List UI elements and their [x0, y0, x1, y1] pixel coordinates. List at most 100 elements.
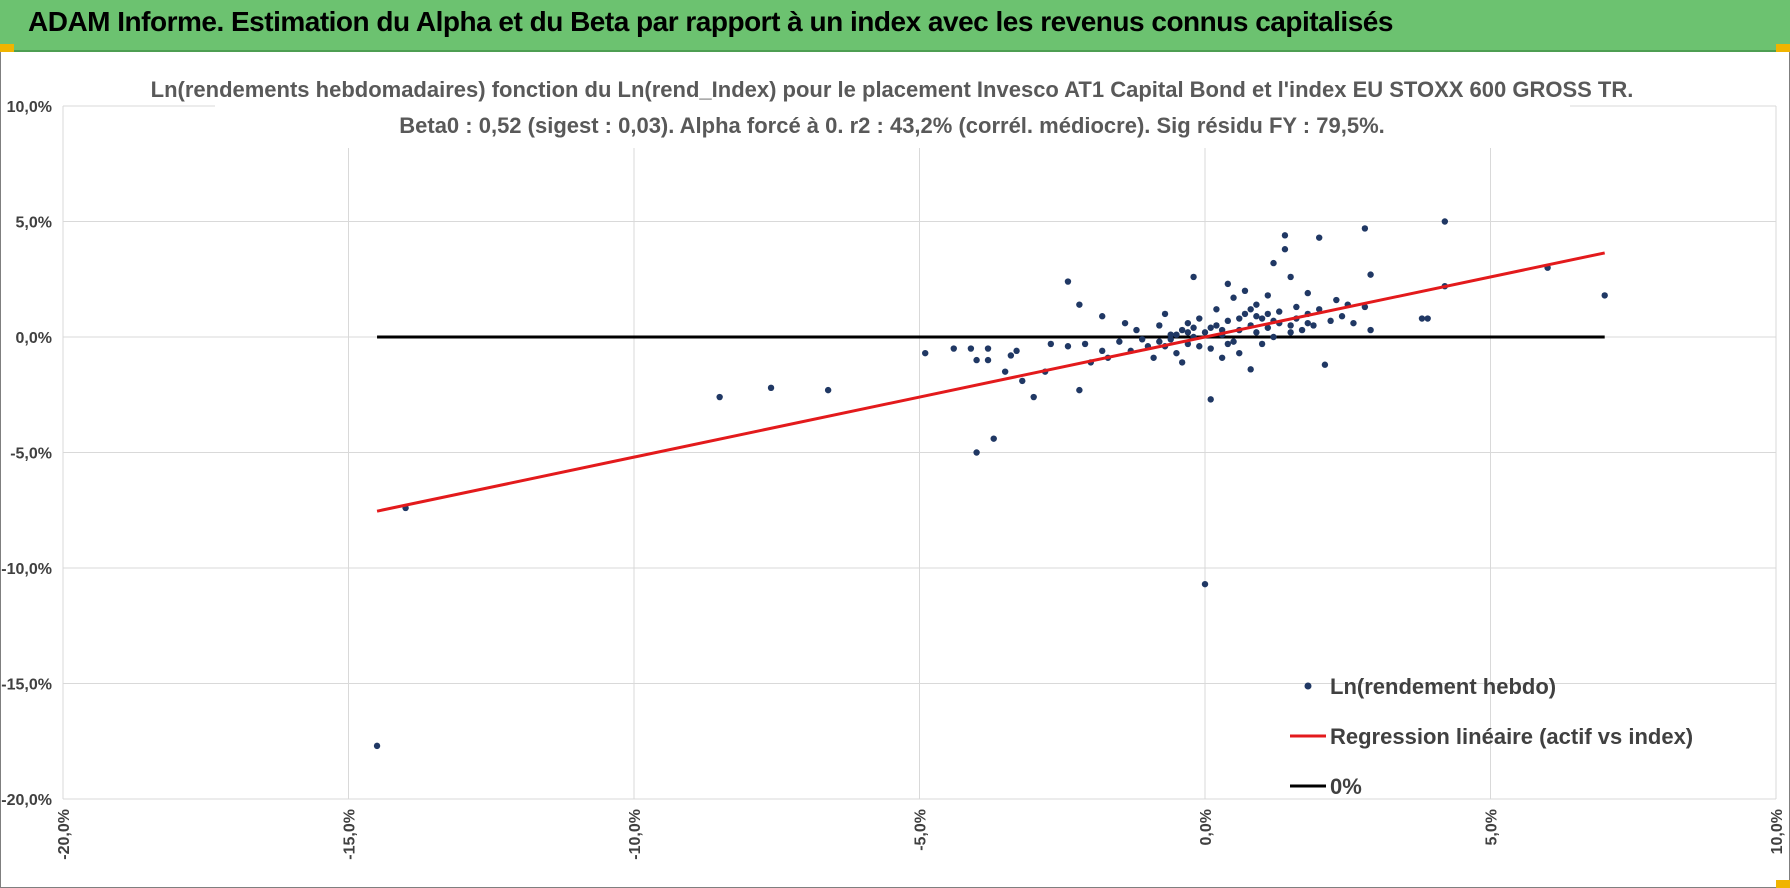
data-point: [1207, 345, 1214, 352]
data-point: [1287, 322, 1294, 329]
data-point: [1019, 377, 1026, 385]
x-tick-label: -20,0%: [56, 809, 73, 860]
y-tick-label: -10,0%: [1, 561, 52, 578]
data-point: [1099, 347, 1106, 355]
data-point: [1001, 368, 1009, 375]
data-point: [1161, 310, 1169, 318]
x-tick-label: -10,0%: [627, 809, 644, 860]
data-point: [824, 386, 832, 394]
data-point: [1218, 354, 1226, 361]
data-point: [1361, 303, 1369, 311]
data-point: [1230, 338, 1237, 345]
data-point: [1241, 287, 1249, 294]
data-point: [1241, 310, 1249, 318]
data-point: [1196, 315, 1203, 322]
data-point: [1270, 259, 1277, 267]
legend-label: Ln(rendement hebdo): [1330, 674, 1556, 699]
data-point: [1173, 349, 1180, 357]
data-point: [1150, 354, 1157, 361]
data-point: [1327, 317, 1334, 325]
data-point: [1224, 280, 1232, 288]
data-point: [973, 449, 980, 456]
data-point: [1167, 336, 1174, 343]
data-point: [1258, 340, 1266, 348]
data-point: [1601, 292, 1608, 299]
series-layer: [373, 218, 1608, 750]
y-tick-label: -15,0%: [1, 677, 52, 694]
data-point: [1116, 338, 1123, 345]
data-point: [1224, 317, 1232, 325]
y-tick-label: 0,0%: [16, 330, 52, 347]
regression-line: [376, 251, 1606, 513]
data-point: [1030, 393, 1037, 401]
data-point: [1281, 246, 1289, 253]
data-point: [1264, 310, 1272, 318]
data-point: [1064, 343, 1072, 350]
x-tick-label: 0,0%: [1198, 809, 1215, 845]
data-point: [1184, 329, 1192, 336]
data-point: [1173, 331, 1180, 338]
data-point: [1076, 386, 1083, 394]
data-point: [922, 349, 929, 357]
data-point: [1156, 338, 1163, 345]
data-point: [1236, 315, 1243, 322]
data-point: [1121, 319, 1129, 327]
data-point: [1081, 340, 1089, 348]
data-point: [1298, 326, 1306, 334]
data-point: [1247, 306, 1254, 313]
data-point: [1338, 313, 1346, 320]
data-point: [1167, 331, 1174, 338]
x-tick-label: 10,0%: [1769, 809, 1786, 854]
data-point: [1156, 322, 1163, 329]
data-point: [950, 345, 957, 352]
legend-label: 0%: [1330, 774, 1362, 799]
data-point: [1361, 225, 1369, 232]
data-point: [1350, 319, 1357, 327]
data-point: [1253, 329, 1260, 336]
data-point: [1190, 324, 1197, 331]
chart-subtitle: Beta0 : 0,52 (sigest : 0,03). Alpha forc…: [399, 113, 1385, 138]
legend-label: Regression linéaire (actif vs index): [1330, 724, 1693, 749]
data-point: [1287, 329, 1294, 336]
data-point: [1201, 329, 1209, 336]
data-point: [1304, 289, 1311, 297]
data-point: [1264, 324, 1272, 331]
data-point: [1367, 326, 1374, 334]
data-point: [1418, 315, 1426, 322]
data-point: [1047, 340, 1055, 348]
data-point: [716, 393, 723, 401]
x-tick-label: 5,0%: [1484, 809, 1501, 845]
data-point: [1007, 352, 1015, 359]
legend: Ln(rendement hebdo) Regression linéaire (…: [1290, 674, 1693, 799]
x-tick-label: -5,0%: [913, 809, 930, 851]
data-point: [1076, 301, 1083, 308]
corner-marker-bottom-right: [1776, 880, 1790, 888]
report-header: ADAM Informe. Estimation du Alpha et du …: [0, 0, 1790, 52]
data-point: [1293, 303, 1300, 311]
data-point: [1424, 315, 1431, 322]
data-point: [1207, 396, 1214, 403]
data-point: [1276, 308, 1283, 315]
data-point: [1207, 324, 1214, 331]
data-point: [967, 345, 975, 352]
data-point: [984, 356, 992, 364]
data-point: [1253, 301, 1260, 308]
data-point: [1224, 340, 1232, 348]
data-point: [767, 384, 775, 392]
data-point: [1133, 326, 1140, 334]
data-point: [1321, 361, 1329, 368]
data-point: [1441, 218, 1449, 225]
data-point: [373, 742, 381, 750]
data-point: [1138, 336, 1146, 343]
data-point: [1258, 315, 1266, 322]
data-point: [1304, 319, 1311, 327]
data-point: [1184, 319, 1192, 327]
data-point: [1099, 313, 1106, 320]
chart-title: Ln(rendements hebdomadaires) fonction du…: [151, 77, 1634, 102]
x-tick-label: -15,0%: [342, 809, 359, 860]
data-point: [1316, 234, 1323, 241]
data-point: [1270, 333, 1277, 341]
y-tick-label: 10,0%: [7, 99, 52, 116]
data-point: [1190, 273, 1197, 281]
data-point: [1230, 294, 1237, 301]
